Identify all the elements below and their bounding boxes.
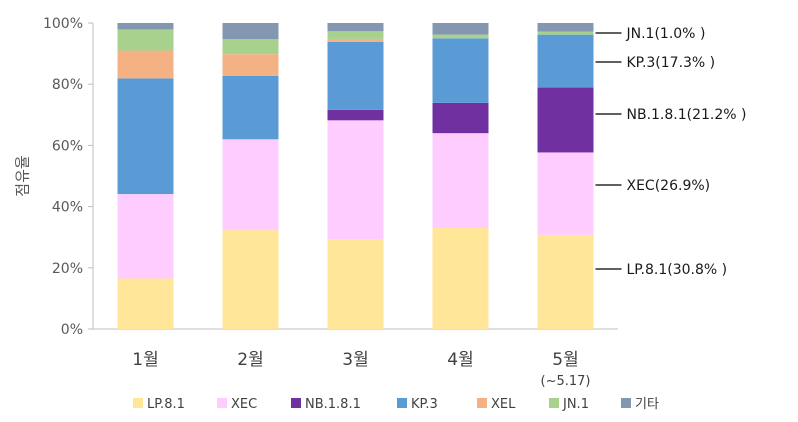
y-tick-label: 0% bbox=[61, 322, 83, 338]
bar-segment-jn-1-2 bbox=[222, 39, 279, 55]
bar-segment-jn-1-4 bbox=[432, 34, 489, 39]
annotation-label: NB.1.8.1(21.2% ) bbox=[627, 107, 747, 123]
legend-swatch bbox=[549, 398, 559, 408]
legend-label: XEL bbox=[491, 397, 516, 412]
annotation-label: LP.8.1(30.8% ) bbox=[627, 262, 728, 278]
bar-segment-xec-2 bbox=[222, 139, 279, 231]
annotation-label: KP.3(17.3% ) bbox=[627, 55, 716, 71]
bar-segment-xec-5 bbox=[537, 152, 594, 235]
bar-segment-xec-3 bbox=[327, 120, 384, 240]
bar-segment-nb-1-8-1-3 bbox=[327, 109, 384, 121]
bar-segment-kp-3-5 bbox=[537, 34, 594, 88]
bar-segment-기타-5 bbox=[537, 23, 594, 32]
bar-segment-기타-1 bbox=[117, 23, 174, 30]
bar-segment-jn-1-5 bbox=[537, 31, 594, 35]
bar-segment-jn-1-3 bbox=[327, 31, 384, 39]
legend-label: JN.1 bbox=[562, 397, 589, 412]
legend-swatch bbox=[291, 398, 301, 408]
bar-segment-nb-1-8-1-4 bbox=[432, 102, 489, 134]
bar-segment-jn-1-1 bbox=[117, 29, 174, 51]
legend-label: 기타 bbox=[635, 397, 659, 412]
bar-segment-kp-3-4 bbox=[432, 38, 489, 103]
bar-segment-lp-8-1-3 bbox=[327, 239, 384, 329]
y-tick-label: 20% bbox=[52, 261, 83, 277]
legend-swatch bbox=[397, 398, 407, 408]
x-category-label: 1월 bbox=[132, 350, 158, 370]
x-category-label: 3월 bbox=[342, 350, 368, 370]
legend-label: NB.1.8.1 bbox=[305, 397, 361, 412]
legend-swatch bbox=[133, 398, 143, 408]
bar-segment-lp-8-1-1 bbox=[117, 278, 174, 329]
annotation-label: JN.1(1.0% ) bbox=[626, 26, 706, 42]
bar-segment-kp-3-1 bbox=[117, 78, 174, 195]
annotation-label: XEC(26.9%) bbox=[627, 178, 711, 194]
legend-swatch bbox=[217, 398, 227, 408]
y-tick-label: 60% bbox=[52, 138, 83, 154]
bar-segment-기타-3 bbox=[327, 23, 384, 32]
bar-segment-nb-1-8-1-5 bbox=[537, 87, 594, 153]
bar-segment-xel-2 bbox=[222, 54, 279, 76]
x-category-label: 4월 bbox=[447, 350, 473, 370]
y-tick-label: 40% bbox=[52, 200, 83, 216]
bar-segment-xec-4 bbox=[432, 133, 489, 229]
legend-label: KP.3 bbox=[411, 397, 438, 412]
legend-label: LP.8.1 bbox=[147, 397, 185, 412]
x-category-label: 2월 bbox=[237, 350, 263, 370]
bar-segment-기타-4 bbox=[432, 23, 489, 35]
bar-segment-kp-3-2 bbox=[222, 75, 279, 140]
bar-segment-lp-8-1-4 bbox=[432, 228, 489, 329]
bar-segment-lp-8-1-2 bbox=[222, 230, 279, 329]
bar-segment-xel-3 bbox=[327, 38, 384, 42]
legend-label: XEC bbox=[231, 397, 257, 412]
bar-segment-xec-1 bbox=[117, 194, 174, 279]
bar-segment-기타-2 bbox=[222, 23, 279, 40]
y-tick-label: 80% bbox=[52, 77, 83, 93]
legend-swatch bbox=[477, 398, 487, 408]
bar-segment-lp-8-1-5 bbox=[537, 234, 594, 329]
x-category-label: 5월 bbox=[552, 350, 578, 370]
legend-swatch bbox=[621, 398, 631, 408]
x-category-sublabel: (~5.17) bbox=[541, 374, 591, 389]
bar-segment-kp-3-3 bbox=[327, 41, 384, 110]
y-axis-label: 점유율 bbox=[14, 155, 32, 196]
y-tick-label: 100% bbox=[43, 16, 83, 32]
bar-segment-xel-1 bbox=[117, 50, 174, 79]
